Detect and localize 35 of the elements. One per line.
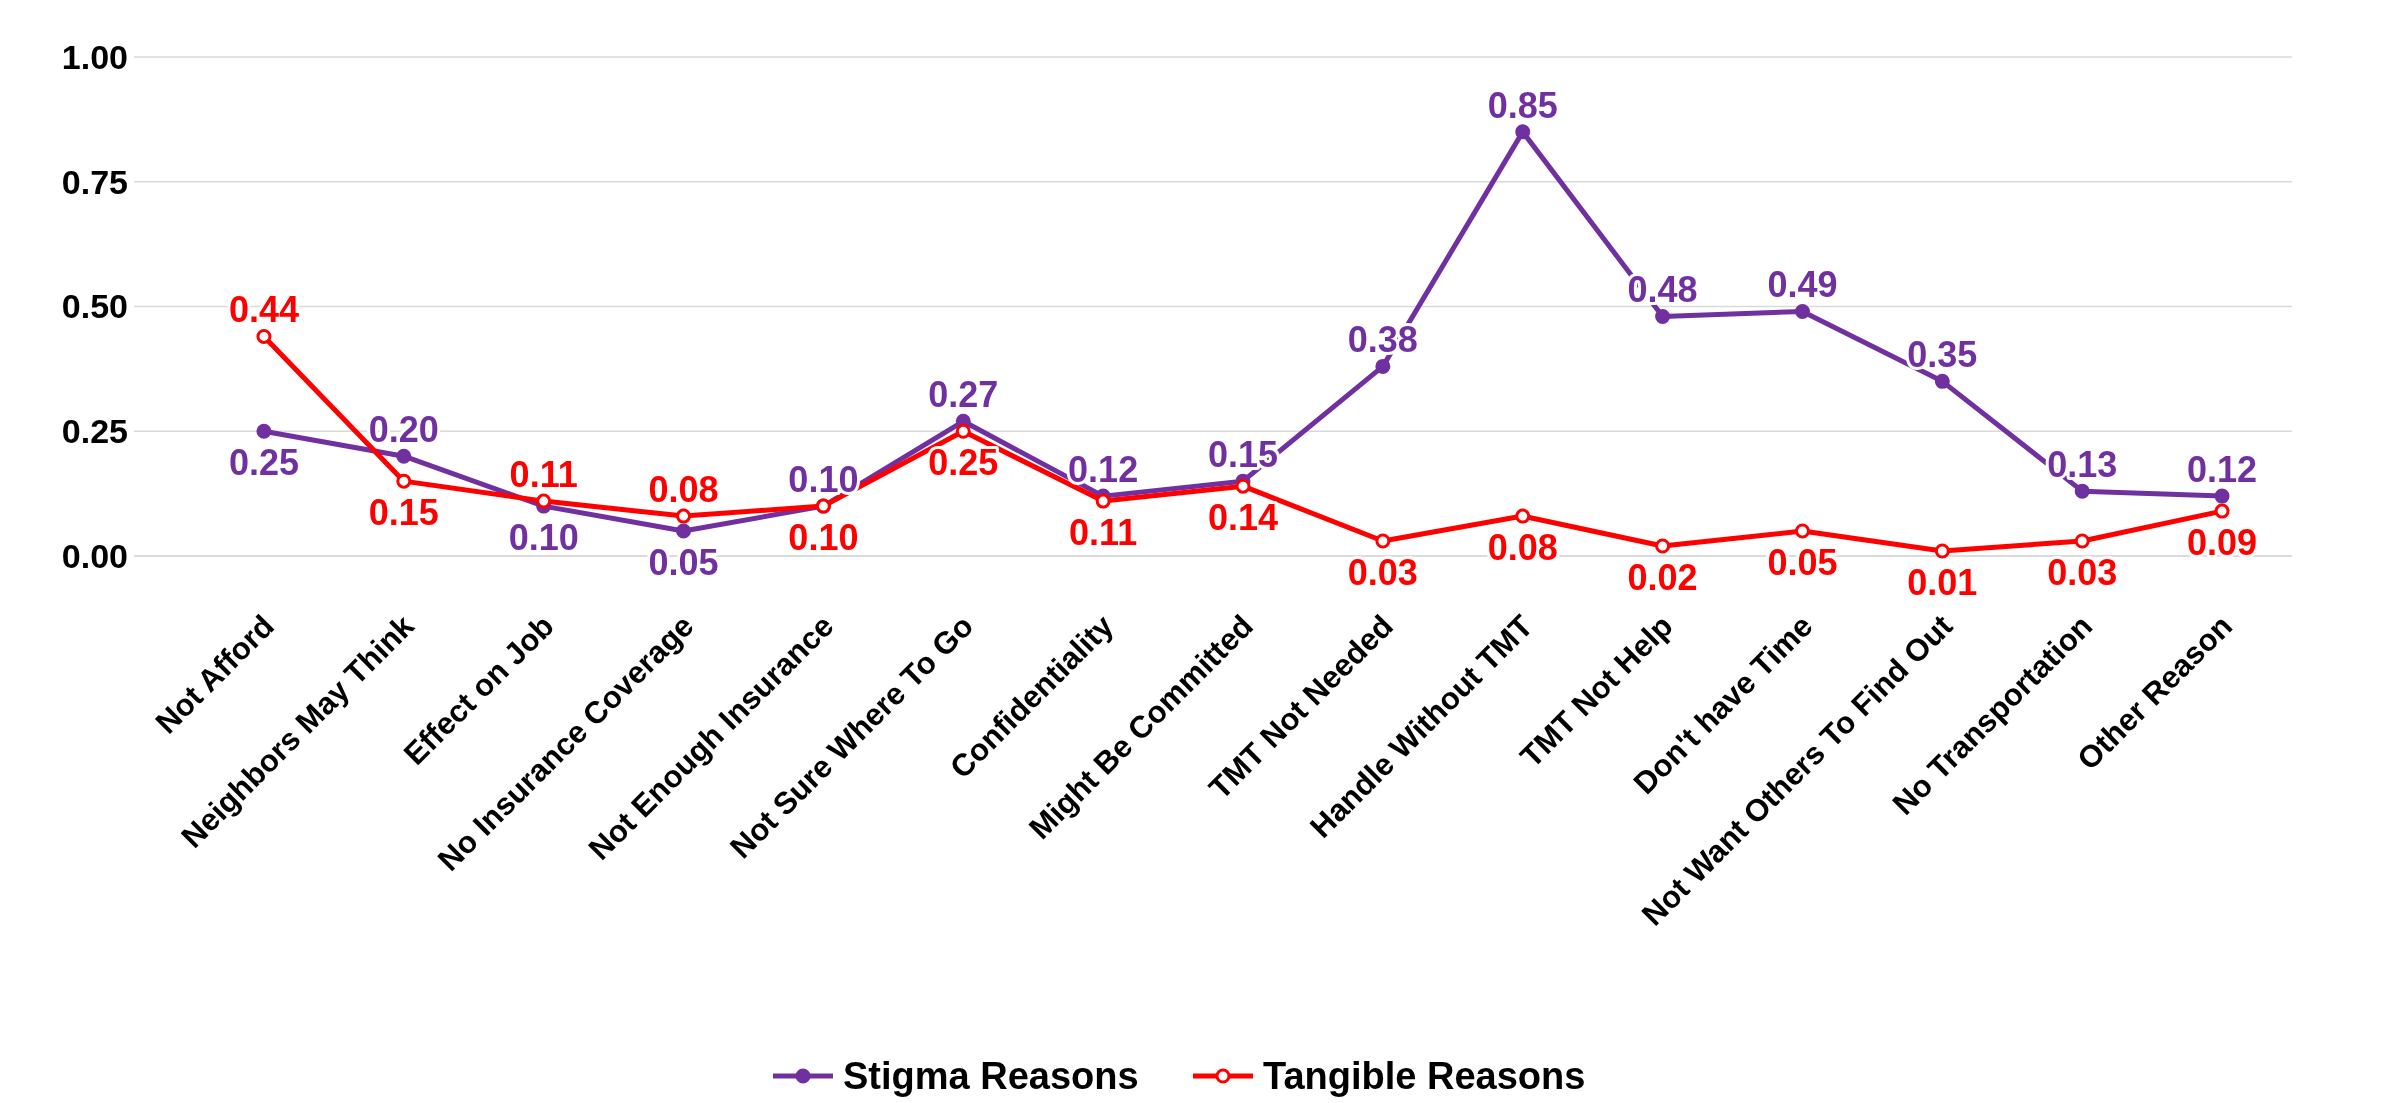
data-label: 0.49 (1767, 264, 1838, 306)
data-label: 0.25 (928, 442, 999, 484)
data-label: 0.10 (508, 517, 579, 559)
y-tick-label: 1.00 (61, 37, 128, 76)
data-label: 0.13 (2047, 444, 2118, 486)
data-label: 0.11 (1069, 512, 1138, 554)
data-label: 0.08 (1487, 527, 1558, 569)
data-label: 0.15 (368, 492, 439, 534)
data-label: 0.44 (228, 289, 299, 331)
data-label: 0.08 (648, 469, 719, 511)
legend-label: Tangible Reasons (1263, 1055, 1586, 1098)
data-label: 0.12 (2187, 449, 2258, 491)
data-label: 0.05 (1767, 542, 1838, 584)
data-label: 0.03 (1347, 552, 1418, 594)
data-label: 0.25 (228, 442, 299, 484)
data-label: 0.20 (368, 409, 439, 451)
data-label: 0.03 (2047, 552, 2118, 594)
data-label: 0.12 (1068, 449, 1139, 491)
data-label: 0.14 (1207, 497, 1279, 539)
y-tick-label: 0.50 (61, 287, 128, 326)
data-label: 0.35 (1907, 334, 1978, 376)
data-label: 0.85 (1487, 84, 1558, 126)
data-label: 0.02 (1627, 557, 1698, 599)
data-label: 0.27 (928, 374, 999, 416)
data-label: 0.09 (2187, 522, 2258, 564)
data-label: 0.05 (648, 542, 719, 584)
y-tick-label: 0.75 (61, 162, 128, 201)
data-label: 0.11 (509, 454, 578, 496)
y-tick-label: 0.25 (61, 412, 128, 451)
y-tick-label: 0.00 (61, 536, 128, 575)
data-label: 0.10 (788, 517, 859, 559)
data-label: 0.10 (788, 459, 859, 501)
data-label: 0.01 (1907, 562, 1978, 604)
legend-label: Stigma Reasons (843, 1055, 1139, 1098)
data-label: 0.15 (1207, 434, 1279, 476)
